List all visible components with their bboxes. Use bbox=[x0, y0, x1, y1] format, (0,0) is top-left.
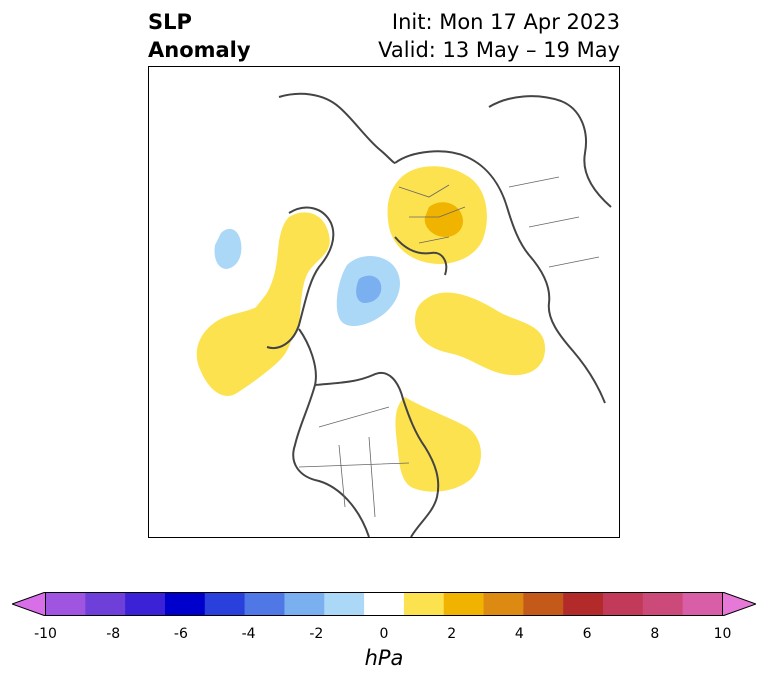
political-borders bbox=[298, 176, 600, 518]
colorbar-tick-label: 6 bbox=[582, 626, 592, 642]
colorbar-tick-label: 0 bbox=[379, 626, 389, 642]
negative-anomaly-small bbox=[214, 228, 242, 269]
border-lines-europe bbox=[398, 184, 466, 244]
colorbar bbox=[12, 592, 756, 616]
map-panel bbox=[148, 66, 620, 538]
map-title: SLP Anomaly bbox=[148, 8, 251, 64]
negative-anomaly-arctic-core bbox=[356, 275, 382, 303]
border-lines-asia bbox=[508, 176, 600, 268]
valid-range: Valid: 13 May – 19 May bbox=[378, 38, 620, 62]
colorbar-tick-label: 2 bbox=[447, 626, 457, 642]
map-subtitle: Init: Mon 17 Apr 2023 Valid: 13 May – 19… bbox=[378, 8, 620, 64]
positive-anomaly-north-america bbox=[395, 397, 482, 492]
init-date: Init: Mon 17 Apr 2023 bbox=[391, 10, 620, 34]
coast-hudson-labrador bbox=[314, 372, 440, 537]
colorbar-segment bbox=[204, 592, 246, 616]
colorbar-segment bbox=[364, 592, 405, 616]
colorbar-unit: hPa bbox=[364, 646, 404, 670]
colorbar-segment bbox=[244, 592, 285, 616]
colorbar-tick-label: 10 bbox=[713, 626, 732, 642]
colorbar-segment bbox=[563, 592, 604, 616]
colorbar-extend-max bbox=[722, 592, 756, 616]
colorbar-segment bbox=[125, 592, 166, 616]
colorbar-segment bbox=[483, 592, 524, 616]
border-lines-north-america bbox=[298, 406, 410, 518]
colorbar-tick-label: -8 bbox=[106, 626, 121, 642]
colorbar-tick-label: -4 bbox=[241, 626, 256, 642]
coast-asia-east bbox=[488, 95, 612, 208]
colorbar-segment bbox=[164, 592, 206, 616]
coast-north-america bbox=[292, 328, 370, 537]
colorbar-tick-label: -2 bbox=[309, 626, 324, 642]
colorbar-segment bbox=[523, 592, 564, 616]
coastlines bbox=[266, 92, 612, 537]
coast-europe-north bbox=[278, 92, 396, 164]
title-line-1: SLP bbox=[148, 10, 192, 34]
colorbar-tick-label: -6 bbox=[173, 626, 188, 642]
colorbar-extend-min bbox=[12, 592, 46, 616]
colorbar-segment bbox=[682, 592, 723, 616]
anomaly-fields bbox=[196, 166, 546, 492]
colorbar-segment bbox=[443, 592, 485, 616]
coast-scandinavia bbox=[394, 236, 448, 276]
colorbar-outline bbox=[45, 592, 723, 616]
title-line-2: Anomaly bbox=[148, 38, 251, 62]
coast-greenland bbox=[266, 206, 335, 349]
colorbar-tick-label: -10 bbox=[34, 626, 57, 642]
colorbar-segment bbox=[85, 592, 126, 616]
colorbar-segment bbox=[45, 592, 86, 616]
map-svg bbox=[196, 92, 612, 537]
colorbar-segment bbox=[642, 592, 684, 616]
colorbar-segment bbox=[284, 592, 325, 616]
colorbar-tick-label: 4 bbox=[514, 626, 524, 642]
colorbar-segment bbox=[324, 592, 365, 616]
coast-eurasia bbox=[394, 150, 606, 404]
colorbar-segment bbox=[603, 592, 644, 616]
positive-anomaly-atlantic bbox=[196, 294, 295, 396]
colorbar-segments bbox=[45, 592, 723, 616]
positive-anomaly-siberia bbox=[415, 292, 546, 376]
positive-anomaly-europe-core bbox=[424, 202, 464, 237]
colorbar-segment bbox=[403, 592, 445, 616]
colorbar-tick-label: 8 bbox=[650, 626, 660, 642]
